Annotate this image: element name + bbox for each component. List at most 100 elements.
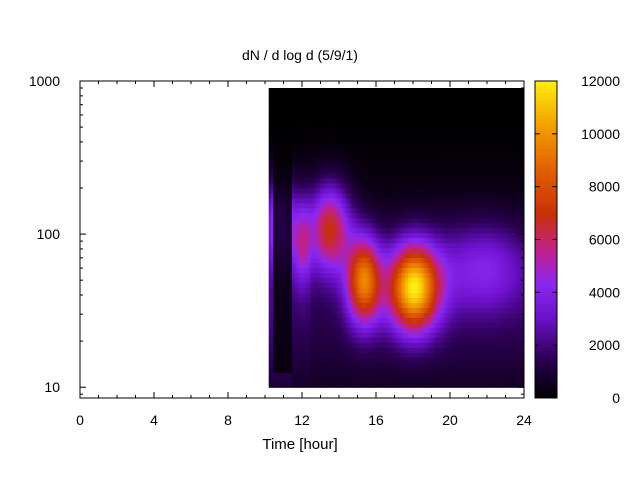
heatmap-cell: [294, 307, 298, 313]
heatmap-cell: [400, 237, 404, 244]
heatmap-cell: [296, 122, 300, 129]
heatmap-cell: [363, 247, 367, 254]
heatmap-cell: [391, 312, 395, 318]
heatmap-cell: [282, 192, 286, 199]
heatmap-cell: [426, 217, 430, 224]
heatmap-cell: [412, 147, 416, 154]
heatmap-cell: [319, 222, 323, 229]
heatmap-cell: [380, 182, 384, 189]
heatmap-cell: [315, 287, 319, 294]
heatmap-cell: [359, 212, 363, 219]
heatmap-cell: [447, 302, 451, 309]
heatmap-cell: [424, 192, 428, 199]
heatmap-cell: [287, 252, 291, 259]
heatmap-cell: [384, 112, 388, 119]
heatmap-cell: [342, 117, 346, 124]
heatmap-cell: [315, 172, 319, 179]
heatmap-cell: [352, 132, 356, 139]
heatmap-cell: [449, 197, 453, 204]
heatmap-cell: [271, 312, 274, 318]
heatmap-cell: [277, 302, 281, 309]
heatmap-cell: [352, 237, 356, 244]
heatmap-cell: [289, 132, 293, 139]
heatmap-cell: [438, 277, 442, 284]
heatmap-cell: [308, 117, 312, 124]
heatmap-cell: [405, 272, 409, 279]
heatmap-cell: [373, 287, 377, 294]
heatmap-cell: [294, 197, 298, 204]
heatmap-cell: [449, 242, 453, 249]
heatmap-cell: [336, 377, 339, 383]
heatmap-cell: [398, 97, 402, 104]
heatmap-cell: [268, 277, 272, 284]
heatmap-cell: [359, 367, 363, 373]
heatmap-cell: [277, 187, 281, 194]
heatmap-cell: [354, 172, 358, 179]
heatmap-cell: [394, 247, 397, 254]
heatmap-cell: [349, 212, 353, 219]
heatmap-cell: [273, 342, 277, 348]
heatmap-cell: [373, 297, 377, 304]
heatmap-cell: [426, 262, 430, 269]
heatmap-cell: [421, 212, 425, 219]
heatmap-cell: [382, 187, 386, 194]
heatmap-cell: [424, 242, 428, 249]
heatmap-cell: [342, 217, 346, 224]
heatmap-cell: [431, 172, 435, 179]
heatmap-cell: [394, 227, 397, 234]
heatmap-cell: [324, 88, 328, 94]
heatmap-cell: [345, 187, 349, 194]
heatmap-cell: [452, 97, 455, 104]
heatmap-cell: [454, 297, 458, 304]
heatmap-cell: [370, 302, 374, 309]
heatmap-cell: [277, 97, 281, 104]
heatmap-cell: [303, 367, 307, 373]
heatmap-cell: [308, 342, 312, 348]
heatmap-cell: [449, 232, 453, 239]
heatmap-cell: [308, 172, 312, 179]
heatmap-cell: [375, 262, 379, 269]
heatmap-cell: [407, 317, 411, 323]
heatmap-cell: [384, 97, 388, 104]
heatmap-cell: [319, 157, 323, 164]
heatmap-cell: [417, 117, 421, 124]
heatmap-cell: [368, 367, 372, 373]
heatmap-cell: [366, 362, 370, 368]
heatmap-cell: [291, 372, 295, 378]
heatmap-cell: [440, 312, 444, 318]
heatmap-cell: [273, 122, 277, 129]
heatmap-cell: [305, 102, 309, 109]
heatmap-cell: [345, 312, 349, 318]
heatmap-cell: [303, 152, 307, 159]
heatmap-cell: [310, 262, 314, 269]
heatmap-cell: [421, 247, 425, 254]
heatmap-cell: [370, 307, 374, 313]
heatmap-cell: [356, 327, 360, 333]
heatmap-cell: [384, 302, 388, 309]
heatmap-cell: [387, 342, 390, 348]
heatmap-cell: [319, 337, 323, 343]
heatmap-cell: [363, 362, 367, 368]
heatmap-cell: [412, 167, 416, 174]
heatmap-cell: [312, 252, 316, 259]
heatmap-cell: [356, 207, 360, 214]
heatmap-cell: [456, 337, 460, 343]
heatmap-cell: [366, 162, 370, 169]
heatmap-cell: [428, 227, 432, 234]
heatmap-cell: [382, 327, 386, 333]
heatmap-cell: [387, 217, 390, 224]
chart-title: dN / d log d (5/9/1): [242, 47, 358, 63]
heatmap-cell: [359, 97, 363, 104]
heatmap-cell: [459, 167, 462, 174]
heatmap-cell: [442, 177, 446, 184]
heatmap-cell: [289, 142, 293, 149]
heatmap-cell: [296, 88, 300, 94]
heatmap-cell: [361, 317, 365, 323]
heatmap-cell: [271, 342, 274, 348]
heatmap-cell: [445, 227, 449, 234]
heatmap-cell: [319, 332, 323, 338]
heatmap-cell: [324, 192, 328, 199]
heatmap-cell: [449, 272, 453, 279]
heatmap-cell: [433, 157, 437, 164]
heatmap-cell: [361, 282, 365, 289]
